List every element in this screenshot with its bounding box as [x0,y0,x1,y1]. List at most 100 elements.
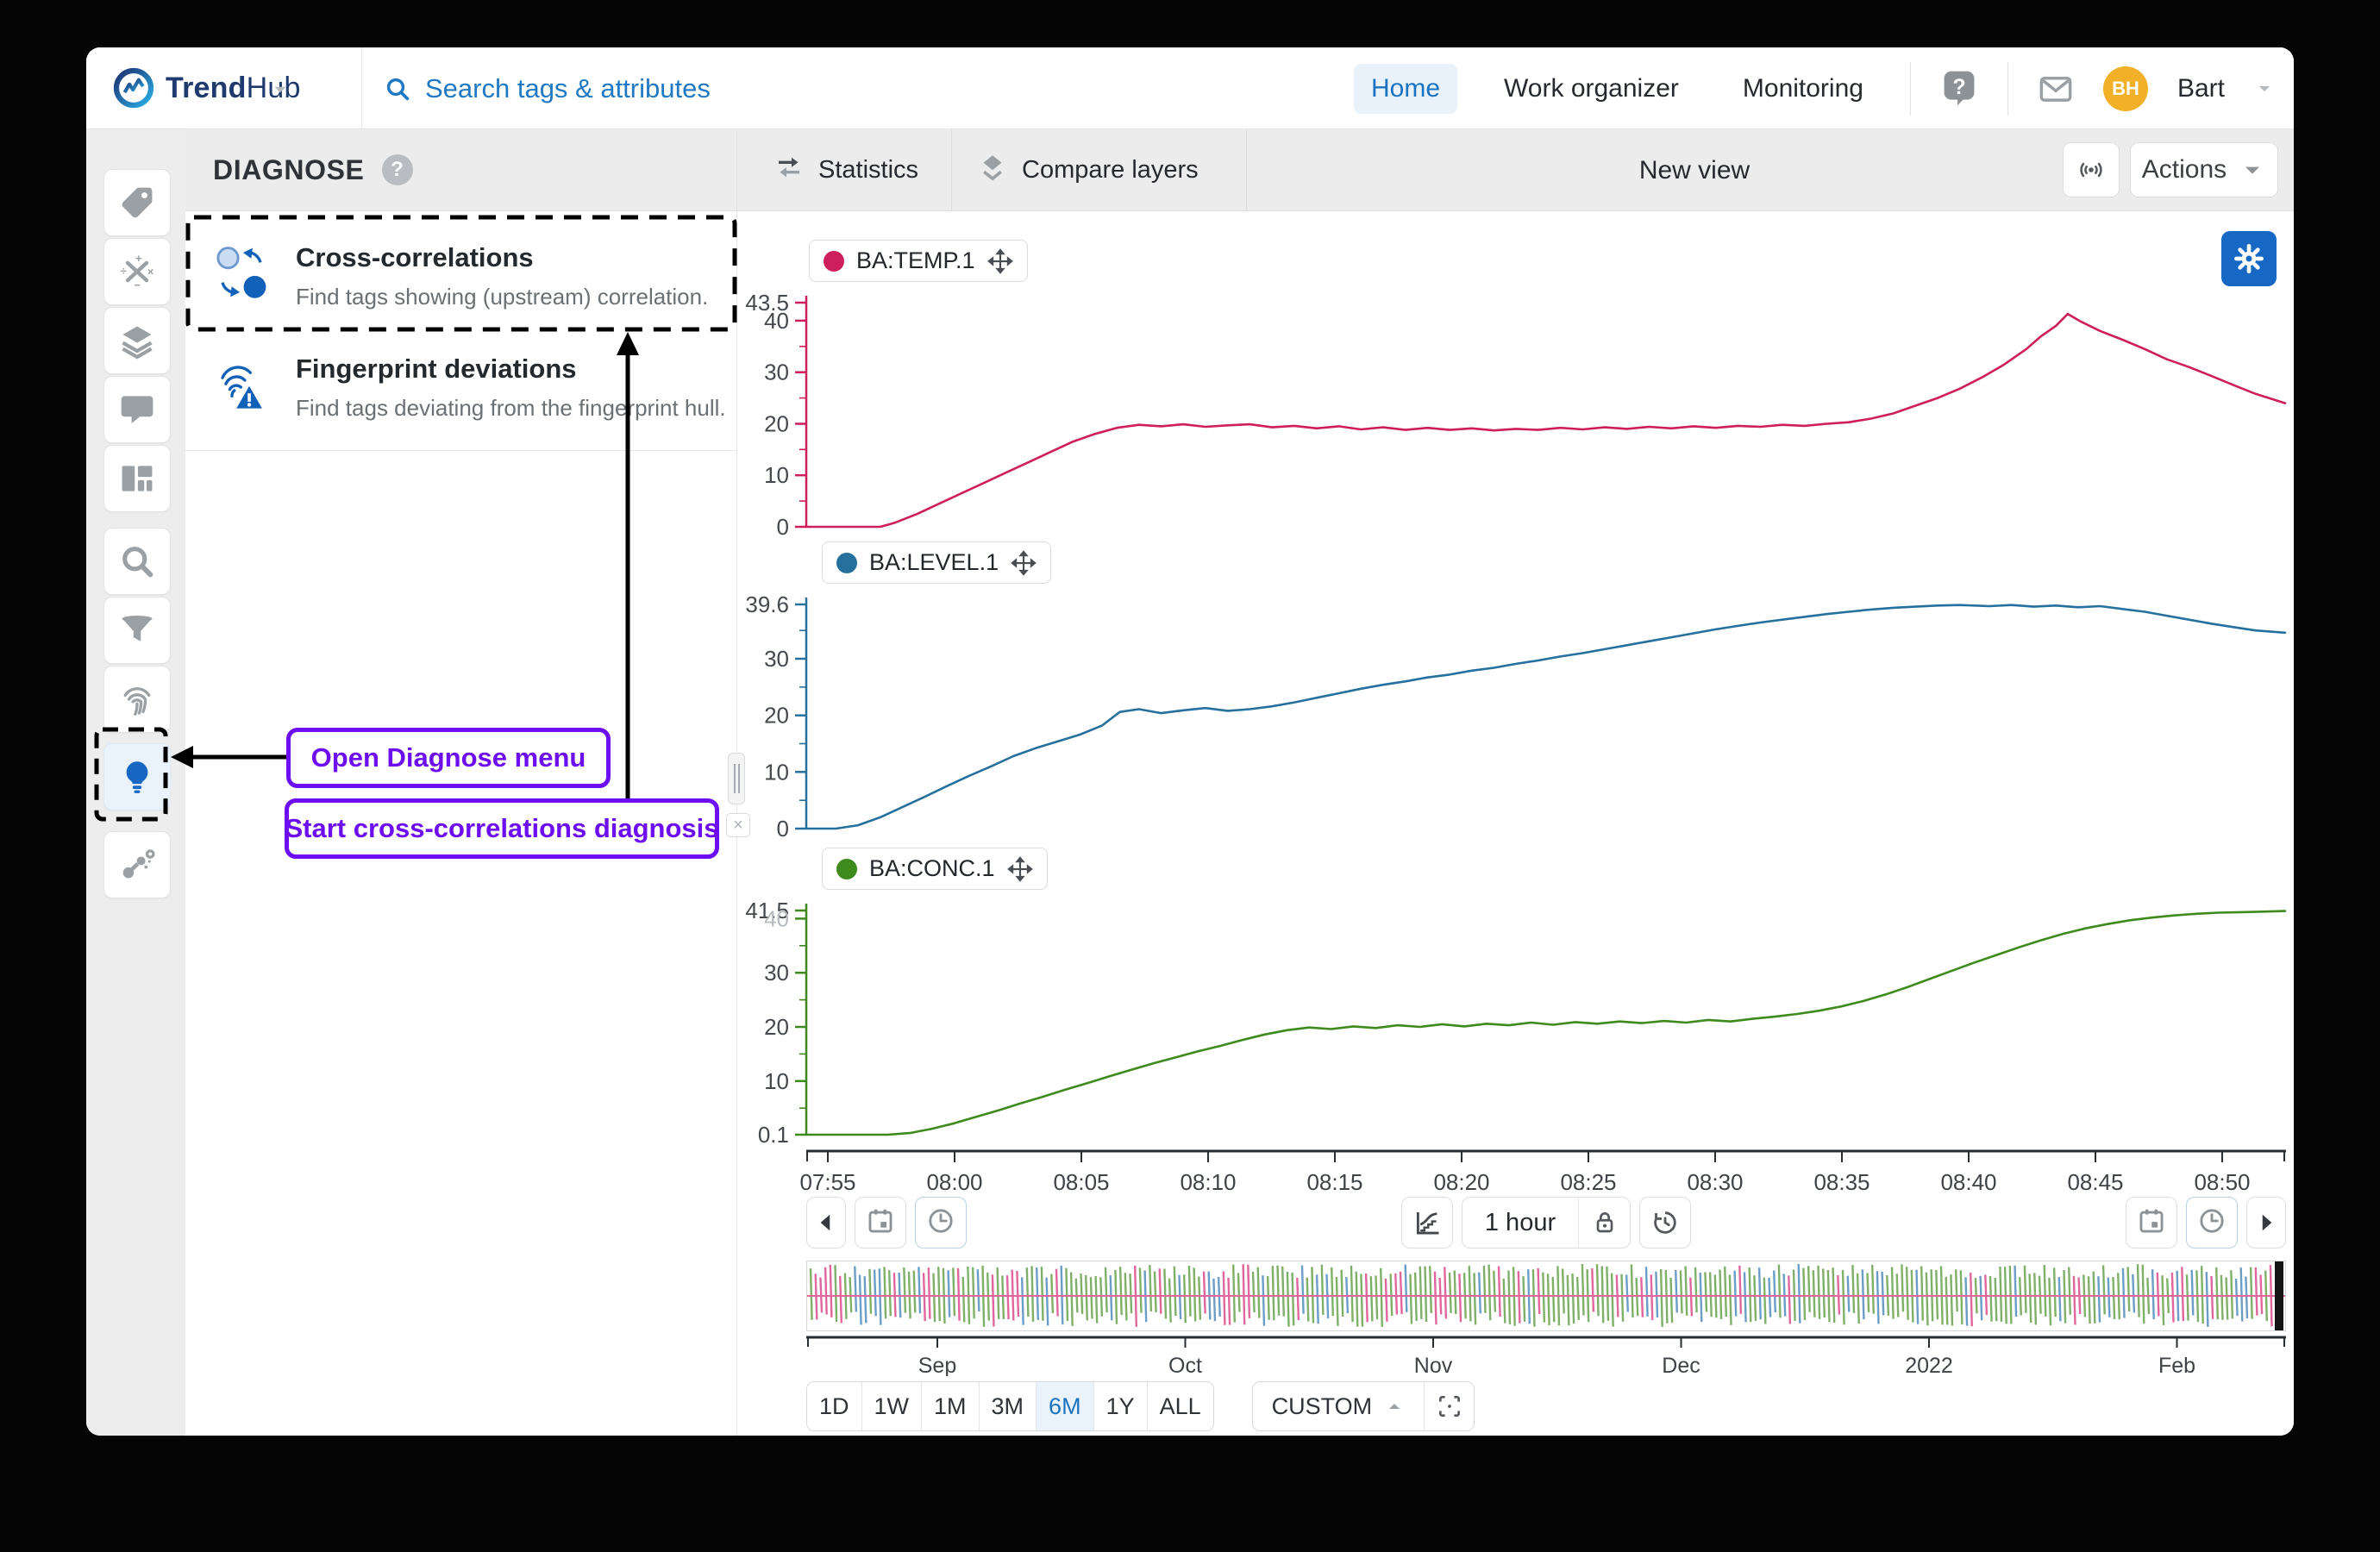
y-tick-label: 0.1 [758,1122,789,1147]
sidebar-item-comment[interactable] [103,376,171,443]
range-button-1w[interactable]: 1W [862,1382,923,1430]
y-tick-label: 20 [764,1014,789,1040]
filter-icon [118,611,156,649]
y-tick-label: 0 [777,816,789,841]
series-legend-chip[interactable]: BA:TEMP.1 [809,240,1028,282]
trend-chart-BA:LEVEL.1[interactable]: 39.63020100 [737,591,2289,841]
overview-window-handle[interactable] [2275,1261,2283,1330]
lock-icon[interactable] [1578,1198,1630,1248]
series-legend-chip[interactable]: BA:LEVEL.1 [822,541,1051,584]
divider [951,129,952,211]
avatar[interactable]: BH [2103,66,2148,111]
series-name: BA:LEVEL.1 [869,549,999,576]
fingerprint-warning-icon [215,362,268,416]
end-time-picker-button[interactable] [2186,1197,2238,1248]
sidebar-item-lightbulb[interactable] [103,743,171,810]
move-icon[interactable] [1011,550,1037,576]
diagnose-item-fingerprint-deviations[interactable]: Fingerprint deviations Find tags deviati… [185,345,736,448]
live-mode-button[interactable] [2063,142,2120,197]
help-icon[interactable]: ? [1940,68,1978,110]
x-tick-label: 08:40 [1940,1169,1996,1195]
y-axis: 43.5403020100 [745,290,806,539]
range-button-all[interactable]: ALL [1148,1382,1213,1430]
y-tick-label: 10 [764,462,789,488]
history-button[interactable] [1639,1197,1691,1248]
nav-home[interactable]: Home [1354,64,1457,114]
chart-type-button[interactable] [1401,1197,1453,1248]
series-line [806,911,2285,1135]
series-legend-chip[interactable]: BA:CONC.1 [822,848,1048,890]
y-tick-label: 30 [764,360,789,385]
chevron-down-icon[interactable] [2254,78,2275,99]
range-button-3m[interactable]: 3M [980,1382,1037,1430]
range-button-1y[interactable]: 1Y [1094,1382,1148,1430]
chevron-down-icon[interactable] [269,78,291,101]
panel-resize-handle[interactable] [728,753,745,804]
sidebar-item-layout[interactable] [103,445,171,512]
nav-work-organizer[interactable]: Work organizer [1487,64,1696,114]
actions-label: Actions [2142,155,2227,185]
chart-settings-button[interactable] [2221,231,2277,286]
series-name: BA:TEMP.1 [856,247,975,274]
chevron-up-icon [1384,1396,1405,1417]
sidebar-item-network[interactable] [103,831,171,898]
trend-chart-BA:TEMP.1[interactable]: 43.5403020100 [737,289,2289,539]
nav-monitoring[interactable]: Monitoring [1726,64,1881,114]
search-icon [118,542,156,580]
sidebar-item-tag[interactable] [103,169,171,236]
series-line [806,605,2285,829]
range-button-6m[interactable]: 6M [1037,1382,1094,1430]
range-button-1d[interactable]: 1D [807,1382,862,1430]
sidebar-item-fingerprint[interactable] [103,666,171,733]
range-selector: 1D1W1M3M6M1YALL CUSTOM [806,1381,1475,1431]
series-color-dot [836,553,857,573]
sidebar-item-search[interactable] [103,528,171,595]
step-back-button[interactable] [806,1197,846,1248]
divider [2007,62,2008,116]
y-tick-label: 40 [764,308,789,334]
clock-icon [926,1206,955,1240]
move-icon[interactable] [987,248,1013,274]
diagnose-item-title: Fingerprint deviations [296,354,577,385]
x-tick-label: 08:50 [2194,1169,2250,1195]
series-color-dot [824,251,844,272]
sidebar-item-filter[interactable] [103,597,171,664]
custom-range-button[interactable]: CUSTOM [1253,1382,1425,1430]
search-icon [384,75,411,103]
end-date-picker-button[interactable] [2126,1197,2177,1248]
range-button-1m[interactable]: 1M [922,1382,980,1430]
overview-tick-label: Oct [1168,1354,1202,1376]
brand-area: TrendHub [86,47,362,129]
y-tick-label: 30 [764,646,789,672]
overview-scrubber[interactable] [806,1261,2286,1331]
overview-tick-label: Sep [918,1354,956,1376]
svg-text:÷: ÷ [121,265,127,278]
fit-view-button[interactable] [1424,1382,1474,1430]
sidebar-item-layers[interactable] [103,307,171,374]
actions-button[interactable]: Actions [2130,142,2278,197]
diagnose-item-cross-correlations[interactable]: Cross-correlations Find tags showing (up… [185,220,736,330]
statistics-button[interactable]: Statistics [774,129,918,211]
y-tick-label: 0 [777,514,789,539]
panel-close-button[interactable]: × [726,813,750,837]
swap-arrows-icon [774,152,805,190]
time-window-button[interactable]: 1 hour [1462,1197,1631,1248]
diagnose-item-subtitle: Find tags showing (upstream) correlation… [296,284,708,310]
series-line [806,314,2285,527]
trend-chart-BA:CONC.1[interactable]: 41.5403020100.1 [737,897,2289,1147]
compare-layers-button[interactable]: Compare layers [977,129,1199,211]
y-tick-label: 40 [764,905,789,931]
help-icon[interactable]: ? [382,154,413,185]
search-input[interactable] [425,73,1046,104]
start-date-picker-button[interactable] [855,1197,906,1248]
move-icon[interactable] [1007,856,1033,882]
calendar-icon [866,1206,895,1240]
annotation-callout-open-diagnose-menu: Open Diagnose menu [286,728,611,788]
step-forward-button[interactable] [2246,1197,2286,1248]
overview-tick-label: Feb [2158,1354,2195,1376]
sidebar-item-calculator[interactable]: +÷×− [103,238,171,305]
mail-icon[interactable] [2038,71,2074,107]
user-name: Bart [2177,74,2225,103]
start-time-picker-button[interactable] [915,1197,967,1248]
top-navigation: Home Work organizer Monitoring ? BH Bart [1354,47,2275,129]
